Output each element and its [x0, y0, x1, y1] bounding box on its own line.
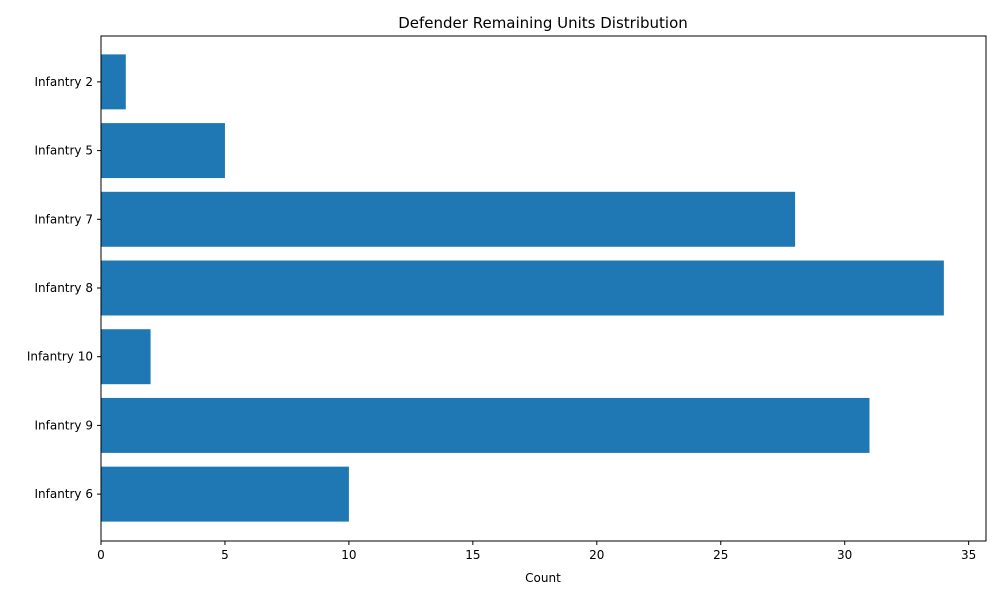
- x-tick-label: 30: [837, 548, 852, 562]
- bar-infantry-9: [101, 397, 870, 453]
- x-tick-label: 35: [961, 548, 976, 562]
- x-tick-label: 10: [341, 548, 356, 562]
- y-tick-label: Infantry 6: [34, 487, 93, 501]
- y-tick-label: Infantry 7: [34, 212, 93, 226]
- x-axis-label: Count: [525, 571, 561, 585]
- bar-infantry-8: [101, 260, 944, 316]
- y-tick-label: Infantry 10: [27, 350, 93, 364]
- x-axis-ticks: 0 5 10 15 20 25 30 35: [97, 541, 976, 562]
- bar-infantry-5: [101, 123, 225, 179]
- x-tick-label: 15: [465, 548, 480, 562]
- x-tick-label: 5: [221, 548, 229, 562]
- bar-infantry-2: [101, 54, 126, 110]
- y-tick-label: Infantry 8: [34, 281, 93, 295]
- bar-infantry-10: [101, 329, 151, 385]
- y-tick-label: Infantry 2: [34, 75, 93, 89]
- bar-infantry-6: [101, 466, 349, 522]
- bar-infantry-7: [101, 191, 796, 247]
- y-axis-ticks: Infantry 2 Infantry 5 Infantry 7 Infantry 8…: [27, 75, 101, 501]
- x-tick-label: 25: [713, 548, 728, 562]
- chart-title: Defender Remaining Units Distribution: [398, 14, 688, 32]
- x-tick-label: 20: [589, 548, 604, 562]
- plot-frame: [100, 35, 987, 542]
- y-tick-label: Infantry 5: [34, 144, 93, 158]
- x-tick-label: 0: [97, 548, 105, 562]
- y-tick-label: Infantry 9: [34, 418, 93, 432]
- bars-group: [101, 54, 944, 522]
